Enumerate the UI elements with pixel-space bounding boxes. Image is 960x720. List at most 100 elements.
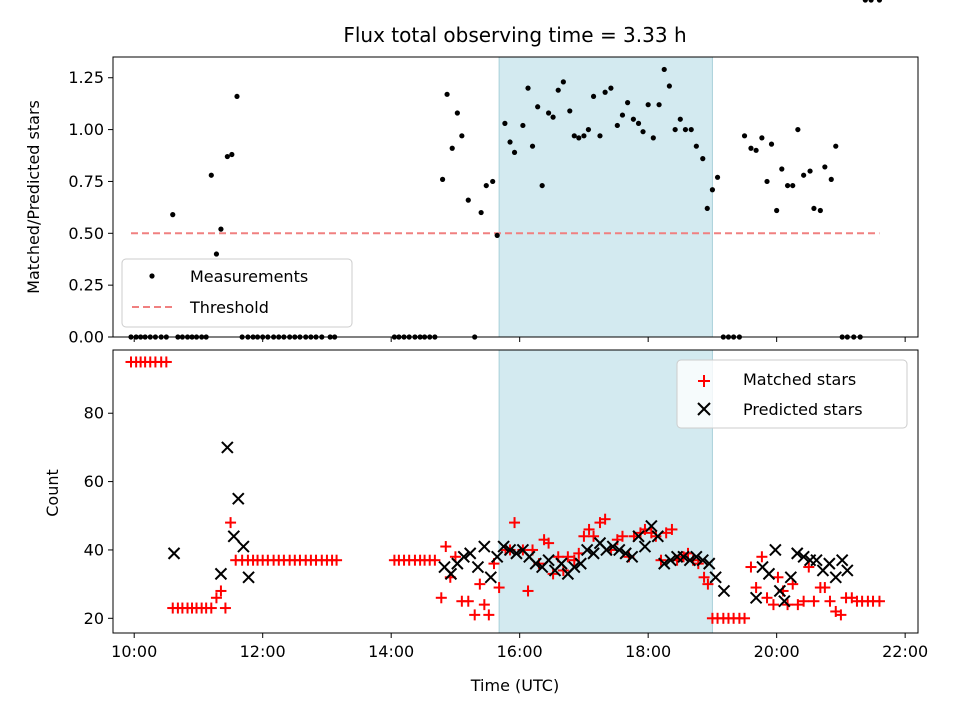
predicted-star-point bbox=[510, 547, 523, 560]
matched-star-point bbox=[750, 582, 762, 594]
measurement-point bbox=[560, 79, 566, 85]
predicted-star-point bbox=[702, 557, 716, 570]
measurement-point bbox=[502, 120, 508, 126]
x-tick-label: 10:00 bbox=[111, 642, 157, 661]
matched-star-point bbox=[578, 530, 590, 542]
measurement-point bbox=[525, 85, 531, 91]
measurement-point bbox=[677, 116, 683, 122]
predicted-stars-layer bbox=[167, 441, 854, 608]
bottom-panel: 20 40 60 80 10:00 12:00 14:00 16:00 18:00 20:00 2… bbox=[43, 349, 928, 695]
matched-star-point bbox=[219, 602, 231, 614]
measurements-layer bbox=[128, 0, 883, 340]
predicted-star-point bbox=[841, 564, 854, 577]
x-tick-label: 12:00 bbox=[240, 642, 286, 661]
predicted-star-point bbox=[619, 547, 632, 560]
matched-star-point bbox=[543, 537, 555, 549]
predicted-star-point bbox=[568, 560, 581, 574]
matched-star-point bbox=[474, 578, 486, 590]
measurement-point bbox=[807, 168, 813, 174]
matched-star-point bbox=[798, 595, 810, 607]
x-tick-label: 16:00 bbox=[497, 642, 543, 661]
matched-star-point bbox=[215, 585, 227, 597]
measurement-point bbox=[748, 145, 754, 151]
matched-star-point bbox=[772, 571, 784, 583]
measurement-point bbox=[483, 182, 489, 189]
predicted-star-point bbox=[651, 530, 665, 543]
matched-star-point bbox=[478, 599, 490, 611]
matched-star-point bbox=[835, 609, 847, 621]
predicted-star-point bbox=[645, 519, 658, 533]
bottom-y-tick-label: 40 bbox=[84, 540, 104, 559]
matched-star-point bbox=[483, 609, 495, 621]
matched-star-point bbox=[803, 561, 815, 573]
measurement-point bbox=[682, 126, 689, 133]
matched-star-point bbox=[792, 599, 804, 611]
predicted-star-point bbox=[835, 553, 849, 567]
measurement-point bbox=[876, 0, 883, 3]
legend-measurements-marker bbox=[149, 273, 155, 279]
predicted-star-point bbox=[784, 571, 798, 584]
predicted-star-point bbox=[574, 557, 587, 570]
legend-matched-label: Matched stars bbox=[743, 370, 856, 389]
predicted-star-point bbox=[471, 560, 485, 574]
measurement-point bbox=[449, 145, 455, 151]
top-x-axis bbox=[133, 337, 906, 342]
legend-threshold-label: Threshold bbox=[189, 298, 269, 317]
measurement-point bbox=[507, 139, 513, 145]
measurement-point bbox=[444, 91, 450, 97]
matched-star-point bbox=[493, 582, 505, 594]
predicted-star-point bbox=[237, 540, 250, 553]
measurement-point bbox=[234, 93, 240, 100]
top-legend-box bbox=[121, 258, 353, 328]
measurement-point bbox=[576, 135, 582, 141]
legend-predicted-marker bbox=[697, 402, 711, 416]
matched-star-point bbox=[562, 551, 574, 563]
bottom-y-axis: 20 40 60 80 bbox=[84, 404, 113, 628]
measurement-point bbox=[585, 126, 592, 133]
bottom-legend-box bbox=[676, 359, 908, 429]
measurement-point bbox=[539, 182, 545, 189]
top-y-axis-label: Matched/Predicted stars bbox=[24, 100, 43, 294]
predicted-star-point bbox=[709, 571, 722, 584]
measurement-point bbox=[590, 93, 597, 100]
measurement-point bbox=[511, 149, 518, 156]
predicted-star-point bbox=[542, 553, 555, 567]
predicted-star-point bbox=[762, 567, 776, 581]
matched-star-point bbox=[824, 595, 836, 607]
predicted-star-point bbox=[677, 550, 690, 563]
predicted-star-point bbox=[664, 553, 677, 567]
measurement-point bbox=[571, 133, 577, 139]
bottom-plot-frame bbox=[112, 349, 919, 634]
predicted-star-point bbox=[457, 550, 470, 563]
measurement-point bbox=[828, 176, 834, 182]
predicted-star-point bbox=[797, 550, 810, 563]
predicted-star-point bbox=[791, 547, 804, 560]
legend-measurements-label: Measurements bbox=[190, 267, 308, 286]
matched-star-point bbox=[873, 595, 885, 607]
measurement-point bbox=[753, 147, 759, 153]
measurement-point bbox=[714, 174, 721, 180]
predicted-star-point bbox=[632, 530, 645, 543]
measurement-point bbox=[700, 156, 706, 162]
predicted-star-point bbox=[658, 557, 671, 570]
matched-star-point bbox=[509, 517, 521, 529]
matched-star-point bbox=[435, 592, 447, 604]
measurement-point bbox=[817, 207, 823, 214]
matched-star-point bbox=[739, 612, 751, 624]
measurement-point bbox=[795, 126, 801, 133]
predicted-star-point bbox=[683, 553, 697, 567]
measurement-point bbox=[494, 232, 500, 238]
measurement-point bbox=[741, 133, 748, 139]
x-tick-label: 18:00 bbox=[625, 642, 671, 661]
measurement-point bbox=[640, 129, 646, 135]
predicted-star-point bbox=[696, 553, 709, 567]
chart-title: Flux total observing time = 3.33 h bbox=[343, 23, 686, 47]
matched-star-point bbox=[599, 513, 611, 525]
bottom-y-tick-label: 80 bbox=[84, 404, 104, 423]
matched-star-point bbox=[666, 523, 678, 535]
measurement-point bbox=[545, 110, 552, 116]
measurement-point bbox=[764, 178, 770, 185]
predicted-star-point bbox=[773, 584, 787, 598]
measurement-point bbox=[597, 133, 603, 139]
matched-star-point bbox=[588, 530, 600, 542]
